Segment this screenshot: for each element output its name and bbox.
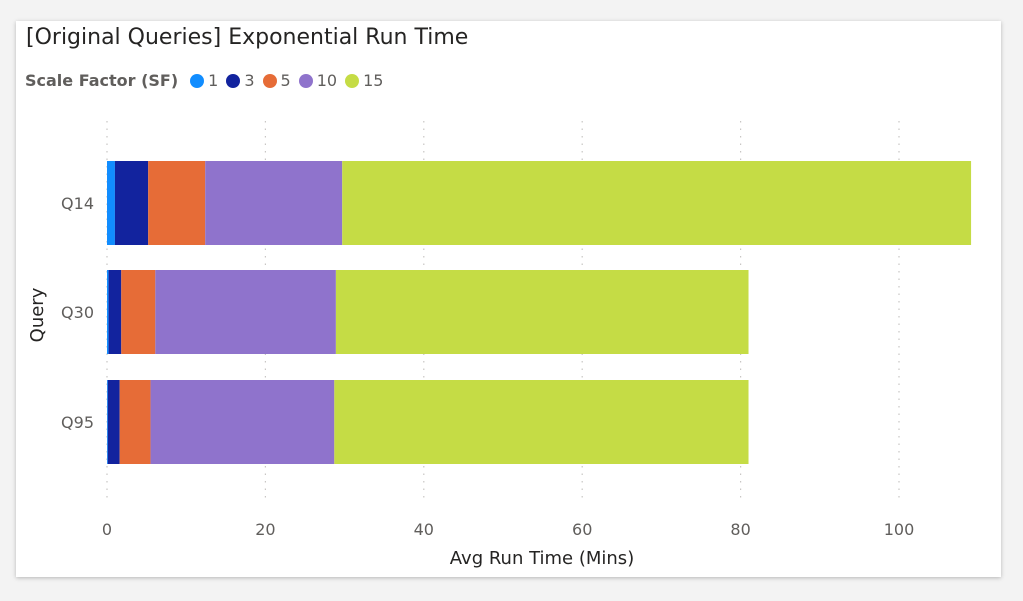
x-tick-label-60: 60 bbox=[572, 520, 592, 539]
legend-dot-sf-10 bbox=[298, 73, 313, 88]
bar-q95-sf-3 bbox=[107, 380, 120, 464]
legend: Scale Factor (SF) 1 3 5 10 15 bbox=[25, 71, 391, 90]
y-tick-label-q95: Q95 bbox=[61, 413, 94, 432]
legend-title: Scale Factor (SF) bbox=[25, 71, 179, 90]
bar-q95-sf-1 bbox=[107, 380, 108, 464]
legend-label-sf-10: 10 bbox=[316, 71, 338, 90]
legend-label-sf-3: 3 bbox=[244, 71, 255, 90]
x-tick-label-80: 80 bbox=[730, 520, 750, 539]
y-axis-title: Query bbox=[27, 287, 48, 342]
y-tick-label-q14: Q14 bbox=[61, 194, 94, 213]
legend-dot-sf-3 bbox=[226, 73, 241, 88]
legend-label-sf-1: 1 bbox=[208, 71, 219, 90]
x-tick-label-100: 100 bbox=[884, 520, 915, 539]
x-axis-title: Avg Run Time (Mins) bbox=[450, 548, 634, 569]
bar-q95-sf-15 bbox=[334, 380, 749, 464]
chart-title: [Original Queries] Exponential Run Time bbox=[26, 25, 469, 50]
x-tick-label-20: 20 bbox=[255, 520, 275, 539]
bar-q30-sf-15 bbox=[335, 270, 749, 354]
bar-q30-sf-5 bbox=[121, 270, 156, 354]
bar-q30-sf-10 bbox=[155, 270, 336, 354]
x-tick-label-0: 0 bbox=[102, 520, 112, 539]
bar-q14-sf-3 bbox=[114, 161, 149, 245]
y-tick-label-q30: Q30 bbox=[61, 303, 94, 322]
legend-item-sf-3[interactable]: 3 bbox=[226, 71, 255, 90]
bar-chart: 0 20 40 60 80 100 Q14 Q30 Q95 Avg Run Time (Mins)… bbox=[27, 121, 972, 569]
bar-q30-sf-1 bbox=[107, 270, 109, 354]
legend-dot-sf-5 bbox=[262, 73, 277, 88]
bar-q14-sf-5 bbox=[148, 161, 206, 245]
chart-card: [Original Queries] Exponential Run Time … bbox=[16, 21, 1001, 577]
bar-q14-sf-10 bbox=[205, 161, 343, 245]
bar-q95-sf-5 bbox=[119, 380, 151, 464]
legend-item-sf-5[interactable]: 5 bbox=[262, 71, 291, 90]
legend-item-sf-10[interactable]: 10 bbox=[298, 71, 338, 90]
legend-dot-sf-1 bbox=[190, 73, 205, 88]
bar-q95-sf-10 bbox=[150, 380, 335, 464]
legend-item-sf-15[interactable]: 15 bbox=[345, 71, 383, 90]
bar-q14-sf-15 bbox=[342, 161, 972, 245]
x-tick-label-40: 40 bbox=[414, 520, 434, 539]
legend-label-sf-5: 5 bbox=[280, 71, 291, 90]
legend-item-sf-1[interactable]: 1 bbox=[190, 71, 218, 90]
bar-q14-sf-1 bbox=[107, 161, 115, 245]
legend-dot-sf-15 bbox=[345, 73, 360, 88]
legend-label-sf-15: 15 bbox=[363, 71, 384, 90]
bar-q30-sf-3 bbox=[108, 270, 122, 354]
